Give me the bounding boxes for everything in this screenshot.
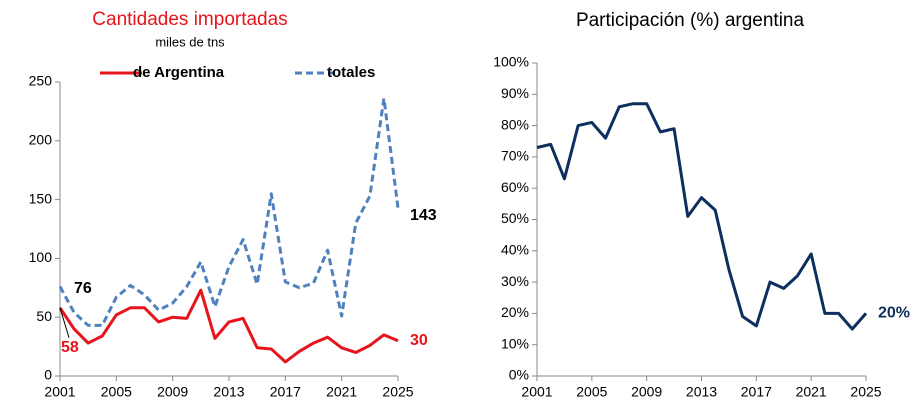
y-tick-label: 100 [29,249,53,265]
label-leader [59,307,70,338]
x-tick-label: 2025 [382,384,413,400]
value-label: 143 [410,207,437,224]
y-tick-label: 20% [501,304,529,320]
y-tick-label: 100% [493,54,529,70]
series-line [58,96,400,327]
y-tick-label: 70% [501,148,529,164]
y-tick-label: 50 [36,308,52,324]
x-tick-label: 2017 [270,384,301,400]
y-tick-label: 40% [501,242,529,258]
value-label: 20% [878,305,910,322]
series-line [58,288,399,364]
x-tick-label: 2001 [521,384,552,400]
y-tick-label: 0% [509,367,529,383]
y-tick-label: 250 [29,73,53,89]
x-tick-label: 2021 [326,384,357,400]
x-tick-label: 2013 [213,384,244,400]
y-tick-label: 30% [501,273,529,289]
y-tick-label: 80% [501,116,529,132]
chart-title: Participación (%) argentina [576,10,805,31]
y-tick-label: 50% [501,210,529,226]
value-label: 30 [410,332,428,349]
x-tick-label: 2009 [631,384,662,400]
value-label: 58 [61,339,79,356]
y-tick-label: 60% [501,179,529,195]
y-tick-label: 10% [501,335,529,351]
x-tick-label: 2013 [686,384,717,400]
y-tick-label: 0 [44,367,52,383]
x-tick-label: 2005 [576,384,607,400]
x-tick-label: 2005 [101,384,132,400]
x-tick-label: 2017 [741,384,772,400]
chart-subtitle: miles de tns [155,34,225,49]
x-tick-label: 2025 [850,384,881,400]
x-tick-label: 2001 [44,384,75,400]
y-tick-label: 200 [29,132,53,148]
y-tick-label: 150 [29,190,53,206]
legend-label: totales [327,64,375,81]
series-line [536,102,868,331]
value-label: 76 [74,280,92,297]
x-tick-label: 2009 [157,384,188,400]
x-tick-label: 2021 [796,384,827,400]
legend-label: de Argentina [133,64,225,81]
chart-title: Cantidades importadas [92,9,287,30]
y-tick-label: 90% [501,85,529,101]
